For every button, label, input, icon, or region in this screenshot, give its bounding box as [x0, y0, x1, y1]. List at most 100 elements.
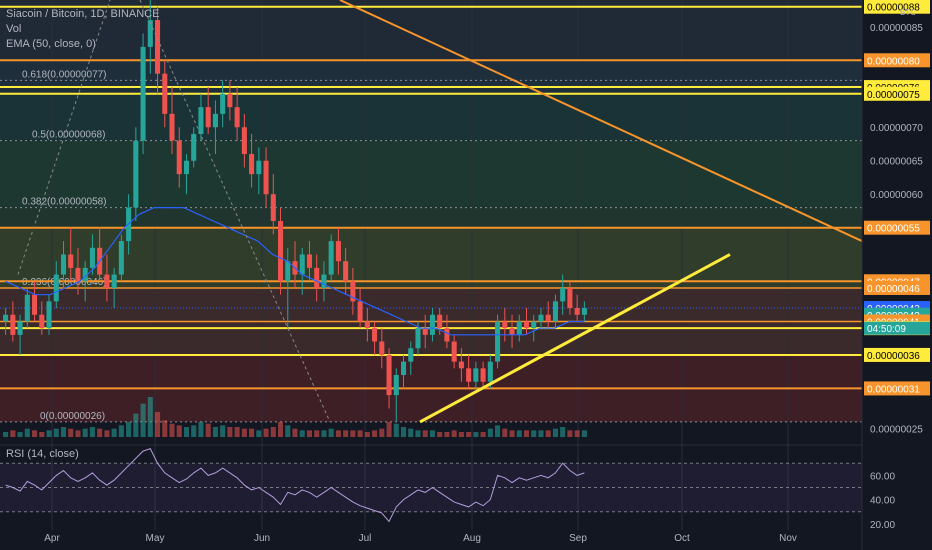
volume-bar	[386, 422, 392, 437]
volume-bar	[473, 432, 479, 437]
candle-body	[82, 267, 88, 282]
volume-bar	[24, 428, 30, 437]
candle	[516, 314, 522, 342]
volume-bar	[97, 428, 103, 437]
candle	[68, 227, 74, 282]
candle-body	[205, 107, 211, 128]
downtrend-line	[339, 0, 863, 242]
volume-bar	[263, 428, 269, 437]
candle	[299, 247, 305, 295]
candle	[429, 308, 435, 342]
candle-body	[487, 361, 493, 382]
volume-bar	[350, 430, 356, 437]
volume-bar	[321, 430, 327, 437]
candle	[451, 334, 457, 369]
candle-body	[306, 254, 313, 268]
candle-body	[458, 361, 464, 369]
candle	[89, 234, 95, 275]
candle-body	[212, 113, 218, 128]
volume-bar	[212, 427, 218, 437]
candle-body	[437, 314, 443, 329]
fib-zone	[0, 207, 862, 228]
price-label: 0.00000046	[867, 284, 920, 295]
volume-bar	[422, 430, 428, 437]
candle-body	[10, 314, 16, 335]
price-label: 0.00000088	[867, 3, 920, 14]
price-label-box	[864, 381, 930, 396]
candle	[205, 87, 211, 134]
candle-body	[531, 321, 537, 329]
candle	[495, 314, 501, 369]
rsi-tick-label: 60.00	[870, 471, 895, 482]
volume-bar	[126, 422, 132, 437]
candle	[140, 33, 146, 155]
volume-bar	[516, 430, 522, 437]
candle	[531, 314, 537, 342]
candle	[220, 80, 226, 128]
volume-bar	[552, 428, 558, 437]
candle-body	[89, 247, 95, 268]
volume-bar	[118, 425, 124, 437]
candle	[422, 314, 428, 349]
volume-bar	[408, 428, 414, 437]
candle	[386, 348, 392, 409]
volume-bar	[299, 430, 305, 437]
candle-body	[422, 328, 428, 335]
candle-body	[60, 254, 67, 275]
candle-body	[256, 160, 262, 175]
volume-bar	[343, 430, 349, 437]
candle-body	[191, 133, 197, 161]
volume-bar	[581, 430, 587, 437]
volume-bar	[429, 430, 435, 437]
volume-bar	[328, 428, 334, 437]
candle-body	[24, 294, 30, 322]
candle-body	[75, 267, 81, 282]
volume-bar	[306, 430, 313, 437]
volume-bar	[147, 397, 153, 437]
volume-bar	[39, 432, 45, 437]
candle	[169, 87, 175, 155]
volume-bar	[32, 430, 38, 437]
candle	[480, 361, 486, 389]
candle-body	[118, 241, 124, 275]
candle-body	[104, 274, 110, 288]
candle	[567, 281, 573, 315]
volume-bar	[162, 420, 168, 437]
candle	[538, 308, 544, 329]
volume-bar	[400, 427, 407, 437]
candle-body	[350, 281, 356, 302]
candle	[3, 308, 9, 335]
candle	[581, 301, 587, 322]
volume-bar	[176, 425, 182, 437]
volume-bar	[451, 430, 457, 437]
volume-bar	[560, 427, 566, 437]
candle-body	[560, 287, 566, 302]
candle	[560, 274, 566, 315]
volume-bar	[270, 427, 276, 437]
x-tick-label: Jun	[254, 533, 270, 544]
candle	[321, 261, 327, 302]
candle	[176, 127, 182, 188]
x-tick-label: May	[146, 533, 165, 544]
candle-body	[444, 328, 450, 342]
volume-bar	[372, 430, 378, 437]
candle	[270, 174, 276, 235]
volume-bar	[574, 430, 580, 437]
candle	[473, 361, 479, 389]
candle-body	[241, 127, 247, 155]
candle-body	[379, 341, 385, 355]
volume-bar	[220, 425, 226, 437]
candle-body	[176, 140, 182, 175]
candle-body	[372, 328, 378, 342]
volume-bar	[277, 422, 284, 437]
x-tick-label: Oct	[674, 533, 690, 544]
price-label-box	[864, 220, 930, 235]
fib-level-label: 0.236(0.00000046)	[22, 277, 107, 288]
volume-bar	[538, 430, 544, 437]
volume-bar	[183, 427, 190, 437]
volume-legend: Vol	[6, 23, 22, 35]
candle	[364, 308, 370, 342]
candle-body	[277, 221, 284, 282]
candle	[249, 133, 255, 188]
